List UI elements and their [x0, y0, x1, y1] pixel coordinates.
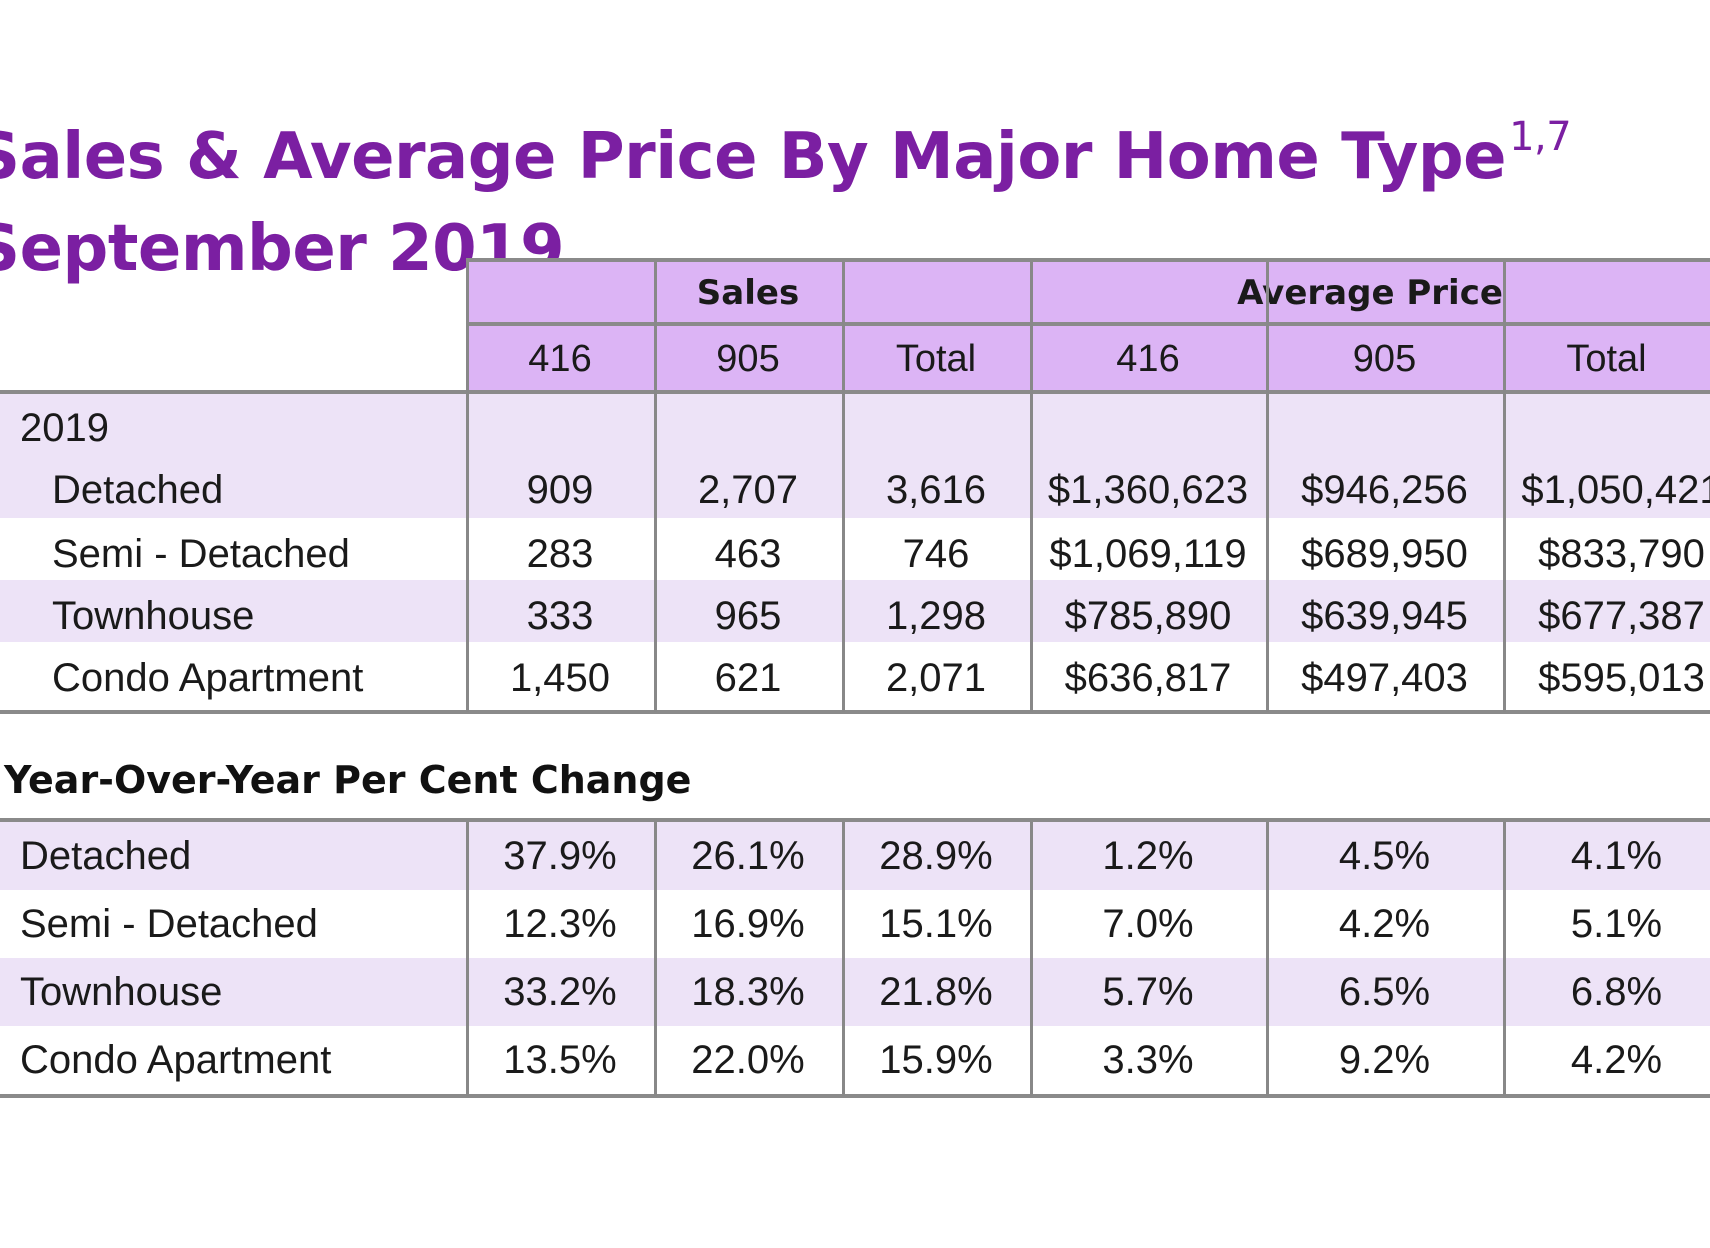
table-cell: 22.0% [691, 1037, 805, 1082]
table-rule [0, 818, 1710, 822]
table-cell: $833,790 [1538, 531, 1705, 576]
column-divider [1030, 822, 1033, 1096]
column-header: 416 [1030, 326, 1266, 392]
table-cell: 37.9% [503, 833, 617, 878]
table-cell: 21.8% [879, 969, 993, 1014]
table-rule [0, 390, 1710, 394]
column-divider [1503, 262, 1506, 712]
table-cell: $1,069,119 [1049, 531, 1247, 576]
table-cell: 4.1% [1570, 833, 1663, 878]
table-cell: 6.5% [1338, 969, 1431, 1014]
table-cell: $677,387 [1538, 593, 1705, 638]
table-cell: 621 [714, 655, 782, 700]
row-band [0, 394, 1710, 518]
row-label: Detached [52, 467, 224, 512]
title-superscript: 1,7 [1509, 114, 1572, 160]
table-cell: $785,890 [1064, 593, 1232, 638]
row-label: Semi - Detached [20, 901, 318, 946]
table-cell: 33.2% [503, 969, 617, 1014]
table-cell: 909 [526, 467, 594, 512]
column-divider [654, 262, 657, 712]
row-band [0, 822, 1710, 890]
table-cell: 4.5% [1338, 833, 1431, 878]
year-label: 2019 [20, 405, 109, 450]
column-divider [654, 822, 657, 1096]
chart-title: Sales & Average Price By Major Home Type… [0, 114, 1572, 194]
table-cell: 2,071 [885, 655, 987, 700]
column-header: 416 [466, 326, 654, 392]
table-cell: 15.1% [879, 901, 993, 946]
table-cell: 1,298 [885, 593, 987, 638]
chart-title-text: Sales & Average Price By Major Home Type [0, 120, 1507, 194]
table-cell: 333 [526, 593, 594, 638]
row-band [0, 580, 1710, 642]
table-cell: 15.9% [879, 1037, 993, 1082]
table-cell: $946,256 [1301, 467, 1468, 512]
column-header: 905 [654, 326, 842, 392]
table-cell: 18.3% [691, 969, 805, 1014]
table-cell: $595,013 [1538, 655, 1705, 700]
row-label: Condo Apartment [52, 655, 364, 700]
table-rule [0, 1094, 1710, 1098]
table-cell: 6.8% [1570, 969, 1663, 1014]
row-band [0, 958, 1710, 1026]
row-label: Detached [20, 833, 192, 878]
table-cell: $1,360,623 [1047, 467, 1249, 512]
table-cell: $639,945 [1301, 593, 1468, 638]
table-cell: 1,450 [509, 655, 611, 700]
row-label: Condo Apartment [20, 1037, 332, 1082]
column-divider [466, 822, 469, 1096]
table-cell: 463 [714, 531, 782, 576]
row-label: Semi - Detached [52, 531, 350, 576]
column-header: Total [842, 326, 1030, 392]
column-divider [842, 822, 845, 1096]
table-cell: 7.0% [1102, 901, 1194, 946]
table-cell: 28.9% [879, 833, 993, 878]
table-cell: 26.1% [691, 833, 805, 878]
header-group-average-price: Average Price [1030, 262, 1710, 324]
column-divider [842, 262, 845, 712]
table-cell: 5.7% [1102, 969, 1194, 1014]
table-cell: 965 [714, 593, 782, 638]
table-cell: $636,817 [1064, 655, 1232, 700]
table-cell: 3,616 [885, 467, 987, 512]
column-header: Total [1503, 326, 1710, 392]
table-rule [0, 710, 1710, 714]
row-label: Townhouse [52, 593, 255, 638]
row-label: Townhouse [20, 969, 223, 1014]
table-cell: $1,050,421 [1521, 467, 1710, 512]
table-rule [466, 258, 1710, 262]
table-cell: $689,950 [1301, 531, 1468, 576]
table-cell: 746 [902, 531, 970, 576]
table-cell: 4.2% [1570, 1037, 1663, 1082]
table-cell: 283 [526, 531, 594, 576]
column-header: 905 [1266, 326, 1503, 392]
column-divider [1266, 262, 1269, 712]
table-cell: $497,403 [1301, 655, 1468, 700]
table-cell: 3.3% [1102, 1037, 1194, 1082]
column-divider [1030, 262, 1033, 712]
table-cell: 16.9% [691, 901, 805, 946]
table-cell: 13.5% [503, 1037, 617, 1082]
column-divider [1266, 822, 1269, 1096]
table-cell: 2,707 [697, 467, 799, 512]
table-cell: 12.3% [503, 901, 617, 946]
table-cell: 4.2% [1338, 901, 1431, 946]
column-divider [466, 262, 469, 712]
yoy-section-title: Year-Over-Year Per Cent Change [4, 758, 692, 802]
table-cell: 5.1% [1570, 901, 1663, 946]
column-divider [1503, 822, 1506, 1096]
table-rule [466, 322, 1710, 326]
table-cell: 9.2% [1338, 1037, 1431, 1082]
table-cell: 1.2% [1102, 833, 1194, 878]
header-group-sales: Sales [466, 262, 1030, 324]
